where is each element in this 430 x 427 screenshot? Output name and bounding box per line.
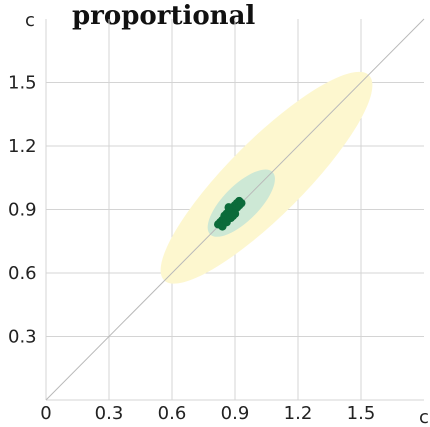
x-tick-label: 0.3 [95, 403, 124, 424]
x-axis-title: c [419, 407, 429, 427]
y-axis-title: c [25, 10, 35, 31]
x-tick-label: 1.5 [347, 403, 376, 424]
y-tick-label: 1.2 [8, 136, 37, 157]
chart-title: proportional [72, 1, 255, 31]
y-tick-label: 1.5 [8, 73, 37, 94]
data-point [228, 211, 238, 221]
data-point [237, 198, 246, 208]
y-tick-labels: 0.3 0.6 0.9 1.2 1.5 [8, 73, 37, 348]
y-tick-label: 0.3 [8, 327, 37, 348]
data-point [224, 203, 233, 212]
y-tick-label: 0.9 [8, 200, 37, 221]
x-tick-label: 1.2 [284, 403, 313, 424]
data-points [214, 196, 246, 231]
x-tick-label: 0 [40, 403, 51, 424]
x-tick-label: 0.6 [158, 403, 187, 424]
x-tick-labels: 0 0.3 0.6 0.9 1.2 1.5 [40, 403, 375, 424]
y-tick-label: 0.6 [8, 263, 37, 284]
x-tick-label: 0.9 [221, 403, 250, 424]
